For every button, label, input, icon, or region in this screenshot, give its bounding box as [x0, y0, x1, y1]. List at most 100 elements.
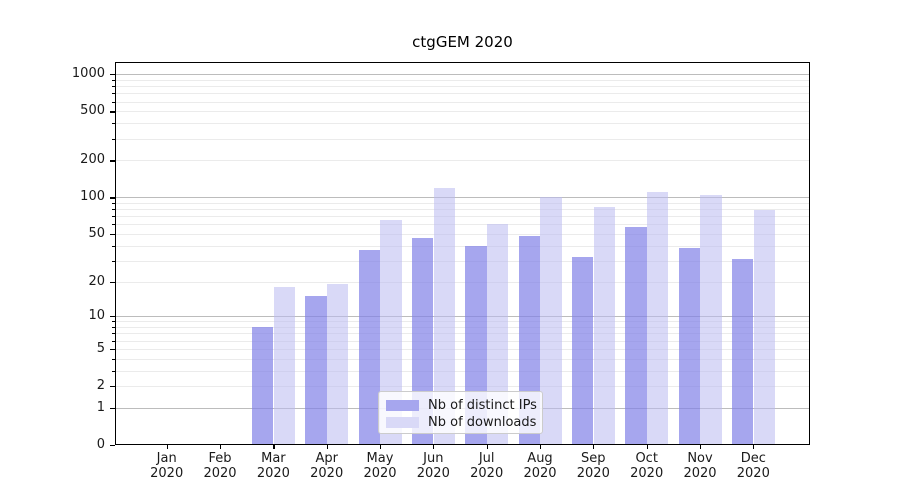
legend-entry-distinct-ips: Nb of distinct IPs: [386, 397, 537, 413]
bar-distinct-ips: [625, 227, 647, 445]
gridline-minor: [115, 348, 810, 350]
bar-distinct-ips: [252, 327, 274, 445]
y-minor-tick-mark: [112, 370, 115, 372]
x-tick-label: Mar: [261, 451, 286, 466]
y-minor-tick-mark: [112, 321, 115, 323]
x-tick-year-label: 2020: [736, 466, 770, 481]
gridline-minor: [115, 340, 810, 342]
x-tick-label: Jun: [423, 451, 444, 466]
y-minor-tick-mark: [112, 138, 115, 140]
gridline-minor: [115, 327, 810, 329]
gridline-minor: [115, 216, 810, 218]
gridline-minor: [115, 203, 810, 204]
gridline-minor: [115, 281, 810, 283]
gridline-major: [115, 197, 810, 199]
y-tick-label: 200: [80, 152, 105, 168]
y-minor-tick-mark: [112, 234, 115, 235]
x-tick-label: Aug: [527, 451, 553, 466]
y-tick-mark: [110, 316, 115, 318]
gridline-minor: [115, 111, 810, 113]
y-tick-label: 2: [96, 378, 105, 394]
x-tick-year-label: 2020: [683, 466, 717, 481]
legend-label-distinct-ips: Nb of distinct IPs: [428, 397, 537, 413]
legend-swatch-distinct-ips: [386, 399, 419, 411]
legend-swatch-downloads: [386, 416, 419, 428]
y-minor-tick-mark: [112, 340, 115, 342]
legend-label-downloads: Nb of downloads: [428, 414, 537, 430]
bar-downloads: [487, 224, 509, 445]
gridline-minor: [115, 224, 810, 226]
y-minor-tick-mark: [112, 224, 115, 226]
y-tick-label: 0: [96, 437, 105, 452]
gridline-minor: [115, 93, 810, 95]
y-minor-tick-mark: [112, 203, 115, 204]
bar-distinct-ips: [305, 296, 327, 445]
y-tick-label: 20: [88, 273, 105, 289]
x-tick-mark: [540, 445, 542, 449]
y-minor-tick-mark: [112, 245, 115, 247]
bar-distinct-ips: [572, 257, 594, 445]
y-tick-mark: [110, 445, 115, 447]
gridline-minor: [115, 333, 810, 335]
y-tick-label: 500: [80, 103, 105, 119]
x-tick-year-label: 2020: [363, 466, 397, 481]
y-minor-tick-mark: [112, 123, 115, 125]
x-tick-label: Sep: [581, 451, 606, 466]
gridline-minor: [115, 321, 810, 323]
x-tick-year-label: 2020: [576, 466, 610, 481]
y-tick-label: 1000: [71, 66, 105, 82]
x-tick-year-label: 2020: [203, 466, 237, 481]
bar-downloads: [433, 187, 455, 445]
x-tick-year-label: 2020: [310, 466, 344, 481]
y-minor-tick-mark: [112, 86, 115, 88]
y-minor-tick-mark: [112, 327, 115, 329]
y-minor-tick-mark: [112, 101, 115, 103]
gridline-minor: [115, 370, 810, 372]
x-tick-label: Oct: [635, 451, 658, 466]
x-tick-mark: [380, 445, 382, 449]
bar-distinct-ips: [358, 249, 380, 445]
gridline-minor: [115, 101, 810, 103]
x-tick-year-label: 2020: [416, 466, 450, 481]
y-minor-tick-mark: [112, 209, 115, 211]
y-minor-tick-mark: [112, 216, 115, 218]
x-tick-mark: [273, 445, 275, 449]
gridline-minor: [115, 386, 810, 388]
y-minor-tick-mark: [112, 79, 115, 81]
bar-distinct-ips: [678, 248, 700, 445]
x-tick-label: Nov: [687, 451, 713, 466]
x-tick-mark: [646, 445, 648, 449]
x-tick-mark: [326, 445, 328, 449]
bar-downloads: [540, 197, 562, 445]
x-tick-label: Dec: [740, 451, 766, 466]
gridline-minor: [115, 138, 810, 140]
plot-border: [115, 62, 810, 445]
y-minor-tick-mark: [112, 93, 115, 95]
bar-distinct-ips: [732, 259, 754, 445]
y-tick-mark: [110, 74, 115, 76]
x-tick-year-label: 2020: [523, 466, 557, 481]
bar-downloads: [327, 284, 349, 445]
y-minor-tick-mark: [112, 260, 115, 262]
x-tick-mark: [593, 445, 595, 449]
gridline-minor: [115, 358, 810, 360]
gridline-minor: [115, 234, 810, 235]
y-minor-tick-mark: [112, 333, 115, 335]
gridline-minor: [115, 160, 810, 162]
gridline-minor: [115, 86, 810, 88]
y-minor-tick-mark: [112, 358, 115, 360]
y-minor-tick-mark: [112, 281, 115, 283]
gridline-major: [115, 316, 810, 318]
bar-downloads: [380, 220, 402, 445]
y-minor-tick-mark: [112, 348, 115, 350]
bar-downloads: [700, 194, 722, 445]
gridline-major: [115, 74, 810, 76]
y-tick-mark: [110, 197, 115, 199]
chart-title: ctgGEM 2020: [412, 33, 513, 51]
y-tick-label: 100: [80, 189, 105, 205]
x-tick-mark: [753, 445, 755, 449]
x-tick-year-label: 2020: [150, 466, 184, 481]
bar-downloads: [273, 287, 296, 445]
x-tick-mark: [700, 445, 702, 449]
